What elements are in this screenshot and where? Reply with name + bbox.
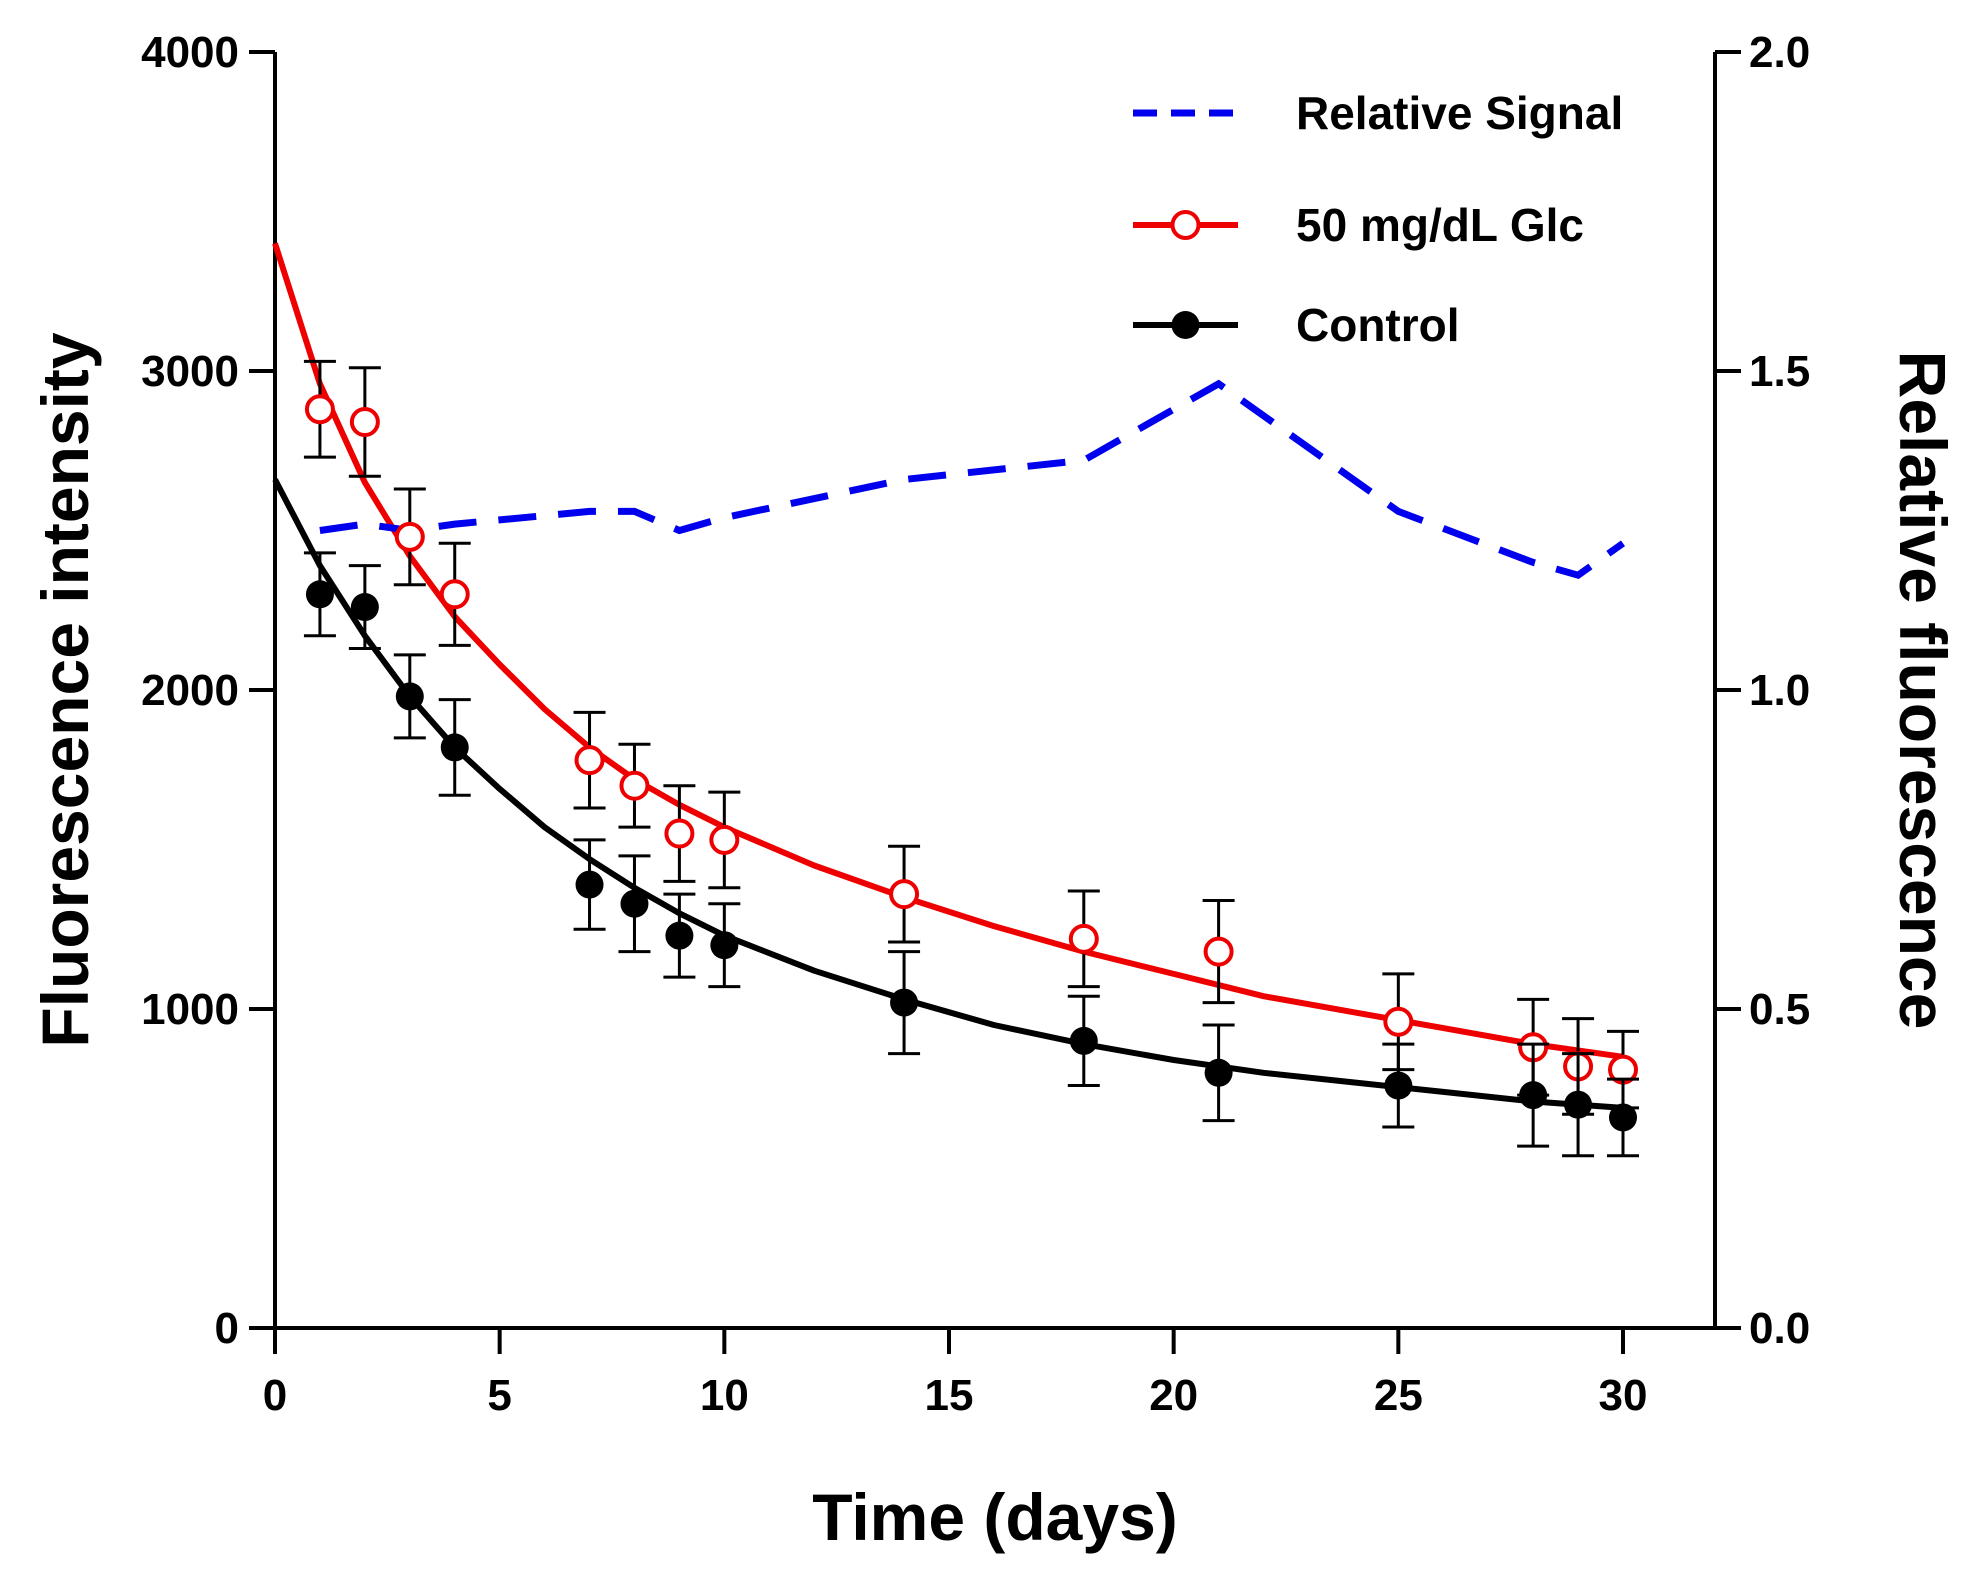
x-tick-label: 0 bbox=[263, 1371, 287, 1420]
control-marker bbox=[395, 682, 424, 711]
control-point bbox=[1562, 1052, 1595, 1158]
y2-tick-label: 0.5 bbox=[1749, 985, 1810, 1034]
control-marker bbox=[1069, 1026, 1098, 1055]
50-mg-dl-glc-fit-curve bbox=[272, 242, 1624, 1060]
legend-marker-control bbox=[1171, 311, 1200, 339]
control-marker bbox=[1519, 1081, 1548, 1110]
50-mg-dl-glc-marker bbox=[349, 407, 380, 438]
50-mg-dl-glc-marker bbox=[889, 879, 920, 910]
50-mg-dl-glc-marker bbox=[304, 394, 335, 425]
control-marker bbox=[305, 580, 334, 609]
control-point bbox=[348, 564, 381, 651]
y2-tick-label: 2.0 bbox=[1749, 28, 1810, 77]
control-marker bbox=[1204, 1058, 1233, 1087]
y-tick-label: 2000 bbox=[141, 666, 239, 715]
y2-tick-label: 0.0 bbox=[1749, 1304, 1810, 1353]
50-mg-dl-glc-point bbox=[348, 366, 381, 478]
x-tick-label: 15 bbox=[925, 1371, 974, 1420]
y-tick-label: 0 bbox=[215, 1304, 239, 1353]
y2-tick-label: 1.0 bbox=[1749, 666, 1810, 715]
control-marker bbox=[1564, 1090, 1593, 1119]
x-axis-title: Time (days) bbox=[812, 1480, 1178, 1554]
control-point bbox=[573, 838, 606, 931]
control-marker bbox=[575, 870, 604, 899]
axis-titles: Time (days) Fluorescence intensity Relat… bbox=[28, 332, 1960, 1554]
relative-signal-series bbox=[319, 379, 1626, 580]
control-point bbox=[888, 950, 921, 1056]
control-marker bbox=[1609, 1103, 1637, 1132]
control-point bbox=[303, 551, 336, 638]
x-tick-label: 20 bbox=[1149, 1371, 1198, 1420]
50-mg-dl-glc-point bbox=[618, 742, 651, 829]
50-mg-dl-glc-point bbox=[303, 359, 336, 459]
50-mg-dl-glc-marker bbox=[664, 818, 695, 849]
control-marker bbox=[350, 593, 379, 622]
50-mg-dl-glc-point bbox=[1202, 899, 1235, 1005]
legend-label-50-mg-dl-glc: 50 mg/dL Glc bbox=[1296, 199, 1584, 251]
control-point bbox=[1382, 1042, 1415, 1129]
control-point bbox=[1517, 1042, 1550, 1148]
x-tick-label: 25 bbox=[1374, 1371, 1423, 1420]
50-mg-dl-glc-marker bbox=[394, 521, 425, 552]
control-point bbox=[393, 653, 426, 740]
control-point bbox=[663, 892, 696, 979]
relative-signal-line bbox=[319, 379, 1626, 580]
control-point bbox=[1607, 1077, 1639, 1158]
legend-marker-50-mg-dl-glc bbox=[1170, 210, 1201, 240]
50-mg-dl-glc-point bbox=[393, 487, 426, 587]
50-mg-dl-glc-marker bbox=[1068, 923, 1099, 954]
control-point bbox=[618, 854, 651, 954]
x-tick-label: 5 bbox=[487, 1371, 511, 1420]
y-tick-label: 1000 bbox=[141, 985, 239, 1034]
50-mg-dl-glc-point bbox=[663, 784, 696, 883]
y2-axis-title: Relative fluorescence bbox=[1886, 351, 1960, 1030]
control-marker bbox=[1384, 1071, 1413, 1100]
ticks: 0 1000 2000 3000 4000 0.0 0.5 1.0 1.5 2.0 0 5 10 15 20… bbox=[141, 28, 1810, 1420]
control-marker bbox=[620, 889, 649, 918]
control-marker bbox=[665, 921, 694, 950]
control-marker bbox=[890, 988, 919, 1017]
fit-curves bbox=[272, 242, 1624, 1111]
control-fit-curve bbox=[272, 478, 1624, 1111]
50-mg-dl-glc-point bbox=[888, 844, 921, 944]
control-marker bbox=[440, 733, 469, 762]
y-tick-label: 3000 bbox=[141, 347, 239, 396]
50-mg-dl-glc-marker bbox=[574, 745, 605, 776]
y2-tick-label: 1.5 bbox=[1749, 347, 1810, 396]
control-point bbox=[1067, 994, 1100, 1088]
50-mg-dl-glc-point bbox=[1067, 889, 1100, 989]
data-points bbox=[303, 359, 1639, 1158]
legend: Relative Signal 50 mg/dL Glc Control bbox=[1133, 87, 1623, 351]
y-axis-title: Fluorescence intensity bbox=[28, 332, 102, 1048]
legend-label-relative-signal: Relative Signal bbox=[1296, 87, 1623, 139]
y-tick-label: 4000 bbox=[141, 28, 239, 77]
control-point bbox=[438, 698, 471, 797]
50-mg-dl-glc-point bbox=[573, 710, 606, 810]
50-mg-dl-glc-marker bbox=[439, 579, 470, 610]
control-point bbox=[708, 902, 741, 989]
control-marker bbox=[710, 931, 739, 960]
50-mg-dl-glc-point bbox=[708, 790, 741, 890]
legend-label-control: Control bbox=[1296, 299, 1460, 351]
x-tick-label: 10 bbox=[700, 1371, 749, 1420]
x-tick-label: 30 bbox=[1599, 1371, 1648, 1420]
control-point bbox=[1202, 1023, 1235, 1123]
50-mg-dl-glc-point bbox=[438, 541, 471, 647]
50-mg-dl-glc-marker bbox=[709, 824, 740, 855]
50-mg-dl-glc-marker bbox=[619, 770, 650, 801]
50-mg-dl-glc-marker bbox=[1203, 936, 1234, 967]
50-mg-dl-glc-marker bbox=[1383, 1006, 1414, 1037]
